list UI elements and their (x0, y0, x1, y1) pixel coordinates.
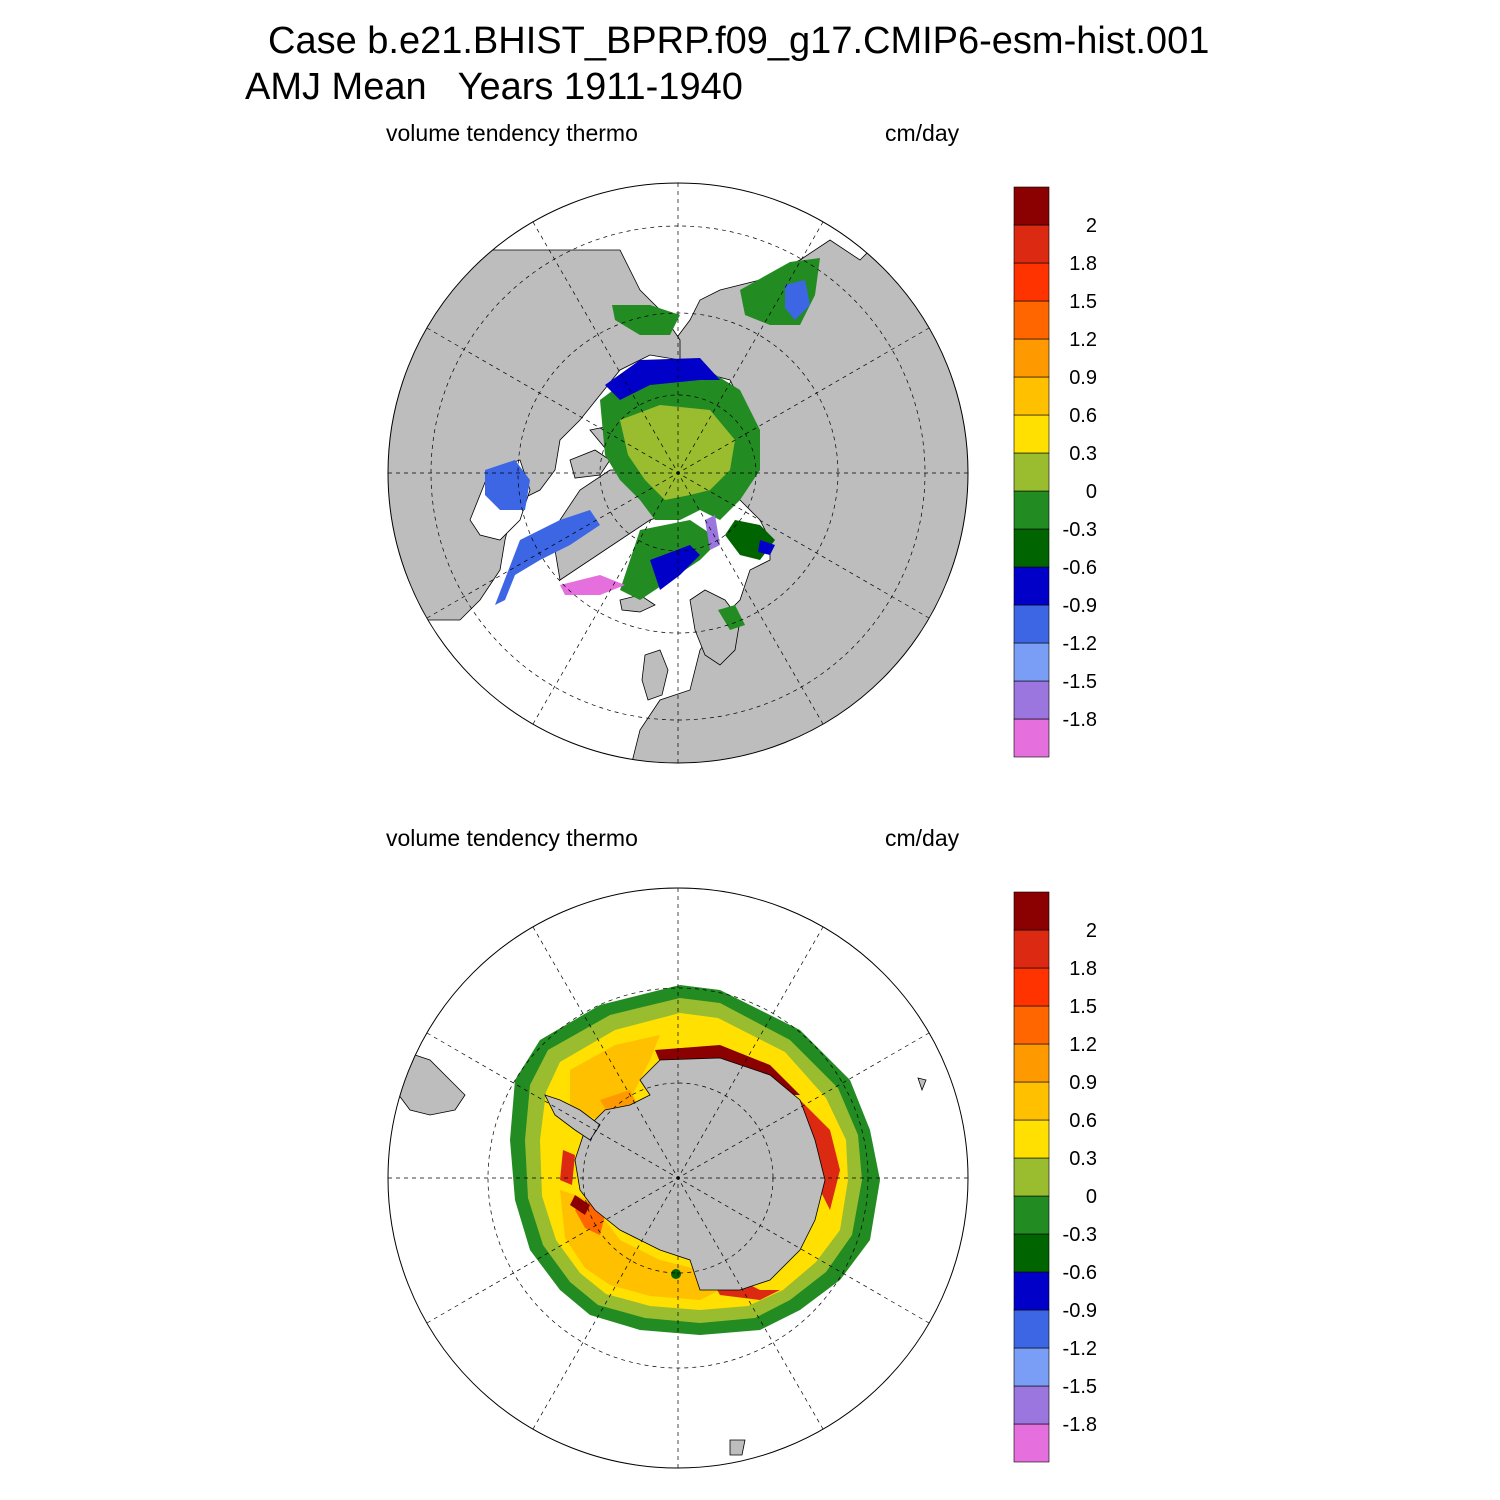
north-colorbar: -1.8 -1.5 -1.2 -0.9 -0.6 -0.3 0 0.3 0.6 0.9 1.2 1.5… (1013, 186, 1097, 758)
south-units-label: cm/day (885, 825, 960, 851)
south-colorbar-label: 0.9 (1069, 1072, 1097, 1094)
north-colorbar-swatch (1013, 680, 1050, 720)
south-colorbar-label: -0.6 (1063, 1262, 1097, 1284)
south-colorbar-label: 1.5 (1069, 996, 1097, 1018)
south-colorbar-label: 0.6 (1069, 1110, 1097, 1132)
south-colorbar-swatch (1013, 1195, 1050, 1235)
north-colorbar-label: -1.2 (1063, 633, 1097, 655)
north-colorbar-swatch (1013, 604, 1050, 644)
case-title: Case b.e21.BHIST_BPRP.f09_g17.CMIP6-esm-… (268, 20, 1210, 62)
south-polar-map (387, 887, 969, 1469)
south-colorbar-swatch (1013, 967, 1050, 1007)
north-colorbar-label: -0.3 (1063, 519, 1097, 541)
north-colorbar-swatch (1013, 642, 1050, 682)
south-colorbar-swatch (1013, 1423, 1050, 1463)
south-colorbar-swatch (1013, 1081, 1050, 1121)
south-colorbar-label: -0.9 (1063, 1300, 1097, 1322)
north-colorbar-swatch (1013, 414, 1050, 454)
north-colorbar-label: 0.9 (1069, 367, 1097, 389)
south-colorbar-label: 0 (1086, 1186, 1097, 1208)
north-colorbar-swatch (1013, 490, 1050, 530)
south-colorbar-label: 1.8 (1069, 958, 1097, 980)
south-colorbar-label: -1.8 (1063, 1414, 1097, 1436)
north-colorbar-label: -1.5 (1063, 671, 1097, 693)
south-colorbar-label: 0.3 (1069, 1148, 1097, 1170)
south-variable-label: volume tendency thermo (386, 825, 638, 851)
north-colorbar-label: 0.3 (1069, 443, 1097, 465)
south-colorbar-label: -0.3 (1063, 1224, 1097, 1246)
south-colorbar-swatch (1013, 1347, 1050, 1387)
south-colorbar-label: -1.5 (1063, 1376, 1097, 1398)
south-graticule (388, 888, 968, 1468)
south-colorbar-swatch (1013, 1157, 1050, 1197)
north-colorbar-swatch (1013, 224, 1050, 264)
north-colorbar-swatch (1013, 528, 1050, 568)
north-colorbar-swatch (1013, 186, 1050, 226)
south-colorbar-swatch (1013, 1309, 1050, 1349)
north-colorbar-label: 1.5 (1069, 291, 1097, 313)
north-graticule (388, 183, 968, 763)
north-colorbar-label: 0 (1086, 481, 1097, 503)
north-colorbar-label: 2 (1086, 215, 1097, 237)
south-colorbar-label: 2 (1086, 920, 1097, 942)
north-ice-field (485, 258, 820, 630)
north-units-label: cm/day (885, 120, 960, 146)
north-colorbar-label: -0.9 (1063, 595, 1097, 617)
north-colorbar-swatch (1013, 300, 1050, 340)
south-colorbar-swatch (1013, 1043, 1050, 1083)
south-colorbar-swatch (1013, 1385, 1050, 1425)
south-colorbar-swatch (1013, 929, 1050, 969)
north-colorbar-swatch (1013, 566, 1050, 606)
north-colorbar-swatch (1013, 262, 1050, 302)
north-variable-label: volume tendency thermo (386, 120, 638, 146)
north-land (388, 183, 968, 763)
north-polar-map (387, 182, 969, 764)
north-map-border (387, 182, 969, 764)
north-colorbar-label: 1.8 (1069, 253, 1097, 275)
north-colorbar-label: -1.8 (1063, 709, 1097, 731)
south-map-border (387, 887, 969, 1469)
south-colorbar-swatch (1013, 1119, 1050, 1159)
south-colorbar-swatch (1013, 1005, 1050, 1045)
north-colorbar-swatch (1013, 452, 1050, 492)
south-colorbar-swatch (1013, 1271, 1050, 1311)
north-colorbar-swatch (1013, 338, 1050, 378)
south-colorbar-label: -1.2 (1063, 1338, 1097, 1360)
south-land (394, 1049, 927, 1456)
south-colorbar-label: 1.2 (1069, 1034, 1097, 1056)
south-colorbar-swatch (1013, 891, 1050, 931)
north-colorbar-label: -0.6 (1063, 557, 1097, 579)
south-colorbar-swatch (1013, 1233, 1050, 1273)
north-colorbar-label: 1.2 (1069, 329, 1097, 351)
north-colorbar-swatch (1013, 376, 1050, 416)
north-colorbar-swatch (1013, 718, 1050, 758)
north-colorbar-label: 0.6 (1069, 405, 1097, 427)
period-title: AMJ Mean Years 1911-1940 (245, 66, 743, 108)
south-colorbar: -1.8 -1.5 -1.2 -0.9 -0.6 -0.3 0 0.3 0.6 0.9 1.2 1.5… (1013, 891, 1097, 1463)
